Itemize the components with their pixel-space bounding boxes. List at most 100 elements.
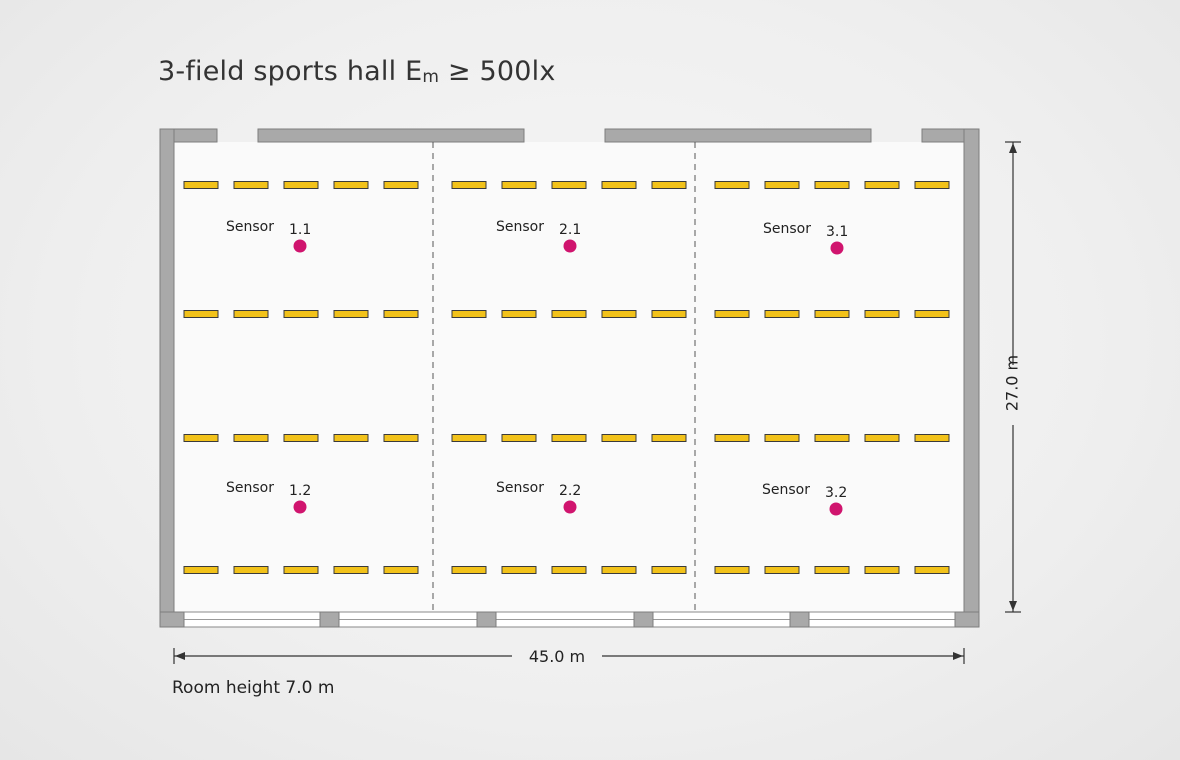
- luminaire: [714, 434, 750, 442]
- luminaire: [764, 566, 800, 574]
- luminaire: [501, 181, 537, 189]
- luminaire: [333, 566, 369, 574]
- north-wall-segment-2: [257, 128, 525, 143]
- luminaire: [183, 434, 219, 442]
- luminaire: [864, 434, 900, 442]
- title-prefix: 3-field sports hall E: [158, 56, 423, 87]
- luminaire: [383, 181, 419, 189]
- width-arrow-left: [175, 652, 185, 660]
- sensor-id-label: 1.2: [289, 483, 311, 499]
- sensor-dot: [293, 239, 307, 253]
- south-pier-1: [159, 611, 185, 628]
- north-wall-segment-3: [604, 128, 872, 143]
- luminaire: [814, 310, 850, 318]
- south-pier-6: [954, 611, 980, 628]
- luminaire: [383, 566, 419, 574]
- luminaire: [451, 181, 487, 189]
- luminaire: [183, 566, 219, 574]
- south-pier-5: [789, 611, 810, 628]
- luminaire: [551, 181, 587, 189]
- luminaire: [914, 310, 950, 318]
- luminaire: [283, 181, 319, 189]
- luminaire: [233, 181, 269, 189]
- sensor-dot: [293, 500, 307, 514]
- luminaire: [551, 566, 587, 574]
- sensor-word-label: Sensor: [226, 480, 274, 496]
- sensor-id-label: 1.1: [289, 222, 311, 238]
- sensor-id-label: 3.2: [825, 485, 847, 501]
- luminaire: [233, 310, 269, 318]
- sensor-word-label: Sensor: [763, 221, 811, 237]
- hall-floor: [174, 142, 964, 612]
- luminaire: [914, 566, 950, 574]
- luminaire: [814, 566, 850, 574]
- sensor-word-label: Sensor: [496, 480, 544, 496]
- depth-arrow-top: [1009, 143, 1017, 153]
- luminaire: [651, 310, 687, 318]
- luminaire: [864, 310, 900, 318]
- south-pier-4: [633, 611, 654, 628]
- sensor-id-label: 2.1: [559, 222, 581, 238]
- sensor-dot: [563, 500, 577, 514]
- depth-label: 27.0 m: [1003, 355, 1022, 411]
- luminaire: [501, 434, 537, 442]
- title-subscript: m: [422, 67, 440, 87]
- luminaire: [814, 434, 850, 442]
- sensor-word-label: Sensor: [226, 219, 274, 235]
- luminaire: [383, 434, 419, 442]
- sensor-id-label: 3.1: [826, 224, 848, 240]
- luminaire: [864, 181, 900, 189]
- luminaire: [601, 566, 637, 574]
- luminaire: [183, 181, 219, 189]
- luminaire: [383, 310, 419, 318]
- luminaire: [333, 434, 369, 442]
- sensor-id-label: 2.2: [559, 483, 581, 499]
- depth-arrow-bottom: [1009, 601, 1017, 611]
- luminaire: [501, 566, 537, 574]
- luminaire: [283, 434, 319, 442]
- luminaire: [283, 310, 319, 318]
- east-wall: [963, 128, 980, 628]
- luminaire: [501, 310, 537, 318]
- south-pier-3: [476, 611, 497, 628]
- luminaire: [601, 310, 637, 318]
- luminaire-group: [183, 181, 950, 574]
- luminaire: [183, 310, 219, 318]
- luminaire: [233, 434, 269, 442]
- sensor-word-label: Sensor: [762, 482, 810, 498]
- luminaire: [233, 566, 269, 574]
- luminaire: [764, 310, 800, 318]
- luminaire: [764, 434, 800, 442]
- luminaire: [551, 434, 587, 442]
- sensor-word-label: Sensor: [496, 219, 544, 235]
- luminaire: [651, 181, 687, 189]
- luminaire: [814, 181, 850, 189]
- sensor-dot: [563, 239, 577, 253]
- width-arrow-right: [953, 652, 963, 660]
- luminaire: [651, 566, 687, 574]
- sensor-dot: [829, 502, 843, 516]
- luminaire: [333, 310, 369, 318]
- luminaire: [914, 434, 950, 442]
- title-suffix: ≥ 500lx: [439, 56, 556, 87]
- room-height-label: Room height 7.0 m: [172, 678, 335, 698]
- west-wall: [159, 128, 175, 628]
- luminaire: [714, 181, 750, 189]
- luminaire: [914, 181, 950, 189]
- luminaire: [651, 434, 687, 442]
- luminaire: [601, 181, 637, 189]
- luminaire: [283, 566, 319, 574]
- luminaire: [451, 434, 487, 442]
- luminaire: [601, 434, 637, 442]
- luminaire: [764, 181, 800, 189]
- luminaire: [864, 566, 900, 574]
- width-label: 45.0 m: [529, 647, 585, 666]
- luminaire: [551, 310, 587, 318]
- sensor-dot: [830, 241, 844, 255]
- south-pier-2: [319, 611, 340, 628]
- luminaire: [451, 566, 487, 574]
- sensor-group: Sensor 1.1 Sensor 1.2 Sensor 2.1 Sensor 2.2 Sens…: [226, 219, 848, 516]
- luminaire: [714, 566, 750, 574]
